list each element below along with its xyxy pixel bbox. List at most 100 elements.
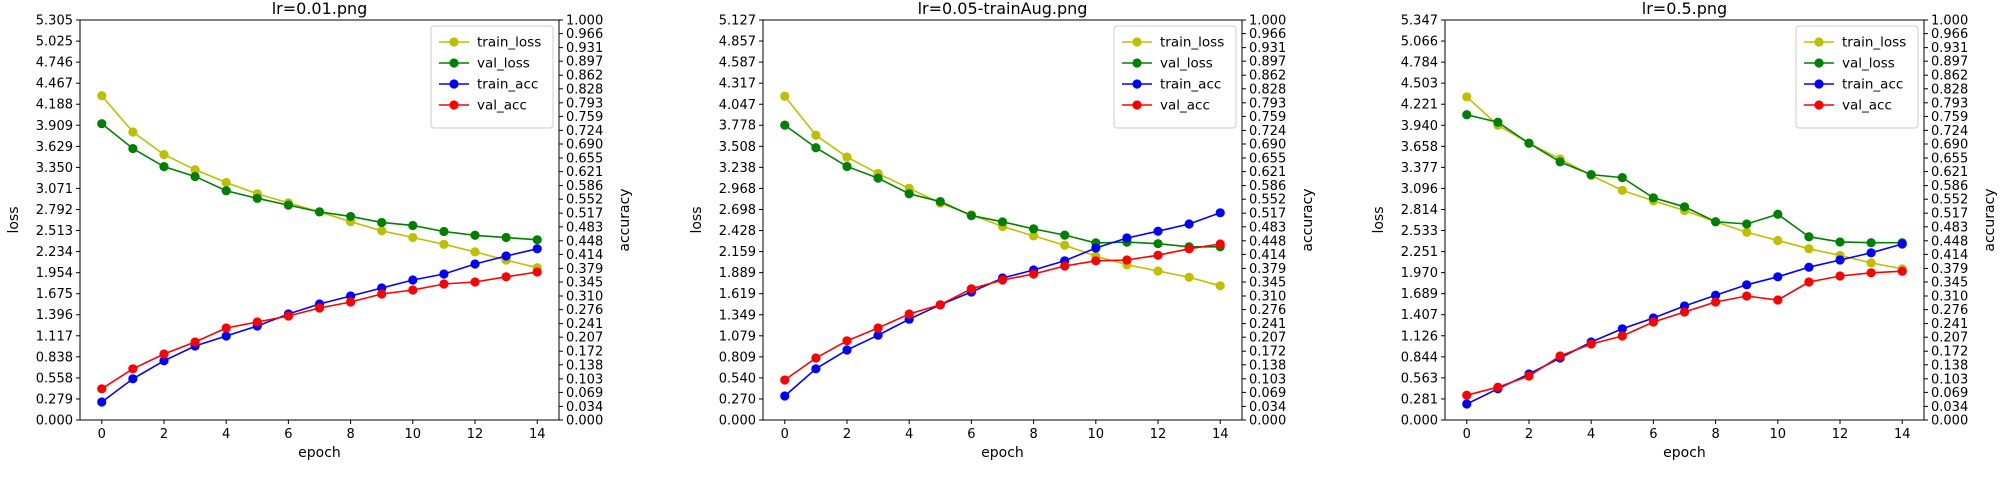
data-point-val-loss [190, 171, 200, 182]
y2-tick-label: 0.552 [1249, 193, 1286, 208]
data-point-val-loss [1742, 219, 1752, 229]
x-tick-label: 8 [1029, 427, 1037, 442]
y2-tick-label: 0.345 [1931, 276, 1968, 291]
legend-box [430, 25, 554, 129]
series-line-val-acc [101, 271, 538, 390]
x-tick-label: 10 [1770, 427, 1787, 442]
y-tick-label: 2.159 [719, 245, 756, 260]
data-point-train-acc [1122, 233, 1132, 243]
y2-tick-label: 0.759 [1931, 110, 1968, 125]
data-point-train-loss [408, 232, 418, 243]
data-point-val-acc [1091, 256, 1101, 266]
data-point-val-loss [1493, 117, 1503, 127]
y2-tick-label: 0.000 [1931, 414, 1968, 429]
data-point-val-loss [159, 162, 169, 172]
data-point-val-loss [501, 232, 511, 243]
y-tick-label: 1.689 [1401, 287, 1438, 302]
y-tick-label: 2.513 [36, 224, 73, 239]
data-point-val-loss [1773, 209, 1783, 219]
y-tick-label: 4.746 [36, 56, 73, 71]
y-tick-label: 1.349 [719, 308, 756, 323]
data-point-val-loss [842, 161, 852, 172]
x-tick-label: 10 [405, 427, 422, 442]
legend-marker [1814, 79, 1824, 89]
y-tick-label: 3.096 [1401, 182, 1438, 197]
x-tick-label: 2 [1525, 427, 1533, 442]
data-point-train-loss [1742, 227, 1752, 237]
y2-tick-label: 1.000 [566, 14, 603, 29]
y2-tick-label: 0.966 [1931, 27, 1968, 42]
y2-tick-label: 0.759 [566, 110, 603, 125]
data-point-val-acc [532, 267, 542, 277]
data-point-val-loss [997, 217, 1008, 227]
y2-tick-label: 0.241 [1931, 317, 1968, 332]
data-point-val-acc [873, 323, 883, 333]
y-tick-label: 3.940 [1401, 119, 1438, 134]
data-point-val-acc [283, 311, 293, 321]
data-point-val-loss [97, 119, 107, 129]
y2-tick-label: 0.862 [566, 69, 603, 84]
data-point-val-acc [1617, 331, 1627, 341]
data-point-train-acc [439, 269, 449, 279]
y-axis-label: loss [6, 206, 22, 233]
data-point-val-acc [1586, 339, 1596, 349]
data-point-val-loss [1804, 232, 1814, 242]
y2-tick-label: 0.207 [1931, 331, 1968, 346]
y-tick-label: 3.238 [719, 161, 756, 176]
y-axis-label: loss [689, 206, 705, 233]
data-point-val-loss [1617, 173, 1627, 183]
legend-box [1113, 25, 1237, 129]
data-point-train-acc [97, 397, 107, 407]
data-point-train-acc [1835, 255, 1845, 265]
data-point-train-acc [1462, 399, 1472, 409]
y-tick-label: 3.629 [36, 140, 73, 155]
y2-tick-label: 0.172 [1931, 345, 1968, 360]
data-point-val-loss [966, 210, 976, 221]
y2-tick-label: 0.931 [566, 41, 603, 56]
data-point-train-loss [842, 152, 852, 162]
y-tick-label: 2.234 [36, 245, 73, 260]
y-tick-label: 1.619 [719, 287, 756, 302]
data-point-val-acc [159, 349, 169, 359]
x-tick-label: 4 [1587, 427, 1595, 442]
y2-tick-label: 0.517 [1249, 207, 1286, 222]
data-point-train-loss [439, 239, 449, 249]
legend-marker [1132, 58, 1142, 68]
legend-marker [1132, 79, 1142, 89]
x-tick-label: 2 [160, 427, 168, 442]
data-point-val-acc [904, 309, 914, 319]
data-point-val-loss [1029, 224, 1039, 234]
data-point-train-acc [1711, 290, 1721, 300]
y2-tick-label: 0.103 [1931, 372, 1968, 387]
data-point-val-acc [935, 300, 945, 310]
data-point-train-acc [1742, 280, 1752, 290]
series-line-val-loss [101, 123, 538, 241]
y2-tick-label: 0.483 [1931, 220, 1968, 235]
data-point-val-loss [1060, 230, 1070, 240]
data-point-val-acc [780, 375, 790, 385]
y2-tick-label: 0.966 [1249, 27, 1286, 42]
y-tick-label: 3.658 [1401, 140, 1438, 155]
x-tick-label: 4 [905, 427, 913, 442]
chart-title: lr=0.5.png [1642, 0, 1727, 18]
data-point-val-acc [1215, 239, 1225, 249]
series-line-val-loss [1466, 114, 1903, 244]
y-tick-label: 4.047 [719, 98, 756, 113]
y2-tick-label: 0.966 [566, 27, 603, 42]
data-point-train-acc [811, 364, 821, 374]
data-point-val-acc [1742, 291, 1752, 301]
x-axis-label: epoch [1663, 445, 1706, 461]
y2-tick-label: 0.483 [1249, 220, 1286, 235]
plot-frame [79, 19, 560, 421]
data-point-val-acc [1804, 277, 1814, 287]
data-point-train-acc [873, 330, 883, 340]
y2-axis-label: accuracy [1982, 188, 1998, 251]
series-line-train-acc [101, 248, 538, 403]
data-point-val-acc [1679, 307, 1690, 317]
y-tick-label: 0.000 [36, 414, 73, 429]
x-tick-label: 10 [1088, 427, 1105, 442]
y2-tick-label: 0.138 [1249, 358, 1286, 373]
x-tick-label: 0 [781, 427, 789, 442]
y-tick-label: 5.305 [36, 14, 73, 29]
data-point-val-loss [1153, 239, 1163, 249]
